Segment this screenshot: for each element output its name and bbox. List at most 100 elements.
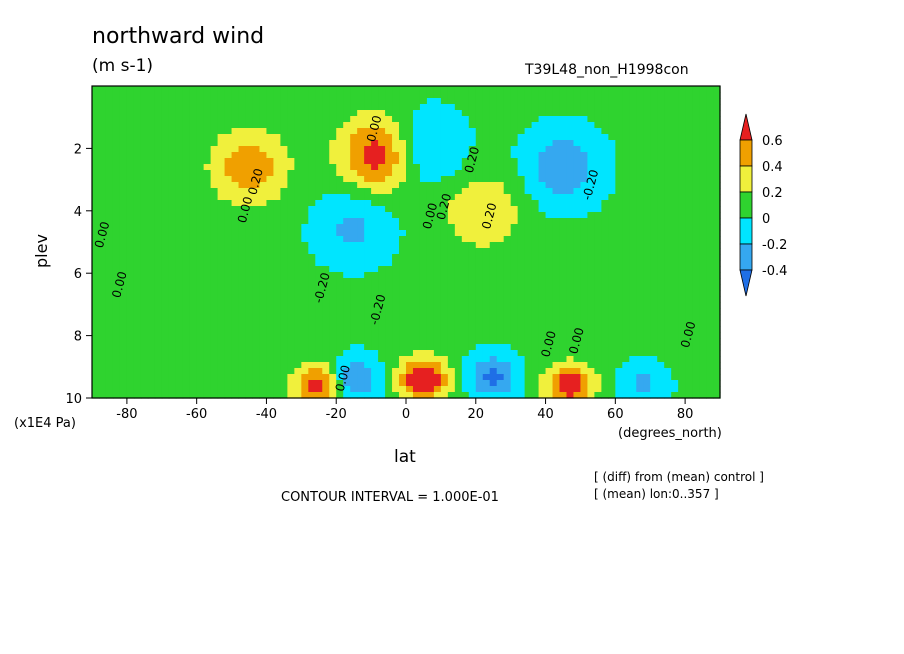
field-cell: [517, 92, 526, 99]
field-cell: [440, 92, 449, 99]
field-cell: [308, 188, 316, 195]
field-cell: [531, 356, 540, 363]
field-cell: [552, 350, 561, 357]
field-cell: [259, 164, 268, 171]
field-cell: [615, 92, 623, 99]
field-cell: [308, 206, 316, 213]
field-cell: [503, 242, 512, 249]
field-cell: [308, 218, 316, 225]
field-cell: [161, 176, 170, 183]
field-cell: [399, 218, 407, 225]
field-cell: [287, 146, 295, 153]
field-cell: [664, 308, 672, 315]
field-cell: [273, 290, 281, 297]
field-cell: [489, 104, 498, 111]
field-cell: [629, 134, 637, 141]
field-cell: [385, 212, 393, 219]
field-cell: [629, 128, 637, 135]
field-cell: [517, 140, 526, 147]
field-cell: [392, 392, 400, 399]
field-cell: [273, 278, 281, 285]
field-cell: [706, 206, 714, 213]
field-cell: [601, 350, 609, 357]
field-cell: [259, 224, 268, 231]
field-cell: [224, 314, 233, 321]
field-cell: [378, 170, 386, 177]
field-cell: [329, 206, 337, 213]
field-cell: [98, 98, 107, 105]
field-cell: [168, 254, 177, 261]
field-cell: [706, 332, 714, 339]
field-cell: [475, 248, 484, 255]
field-cell: [629, 110, 637, 117]
field-cell: [468, 296, 477, 303]
field-cell: [489, 374, 498, 381]
field-cell: [161, 344, 170, 351]
field-cell: [643, 128, 651, 135]
field-cell: [531, 134, 540, 141]
field-cell: [238, 176, 247, 183]
field-cell: [371, 110, 379, 117]
field-cell: [217, 92, 226, 99]
field-cell: [524, 140, 533, 147]
field-cell: [601, 320, 609, 327]
field-cell: [182, 110, 191, 117]
field-cell: [280, 194, 288, 201]
field-cell: [587, 374, 595, 381]
field-cell: [629, 338, 637, 345]
field-cell: [531, 176, 540, 183]
field-cell: [238, 374, 247, 381]
field-cell: [657, 314, 665, 321]
field-cell: [231, 116, 240, 123]
field-cell: [482, 290, 491, 297]
field-cell: [301, 308, 309, 315]
field-cell: [454, 344, 463, 351]
field-cell: [315, 284, 323, 291]
field-cell: [412, 314, 421, 321]
field-cell: [580, 122, 589, 129]
field-cell: [92, 224, 100, 231]
field-cell: [133, 260, 142, 267]
field-cell: [489, 320, 498, 327]
field-cell: [315, 266, 323, 273]
field-cell: [657, 104, 665, 111]
field-cell: [433, 260, 442, 267]
field-cell: [378, 350, 386, 357]
field-cell: [343, 284, 351, 291]
field-cell: [308, 230, 316, 237]
field-cell: [566, 236, 575, 243]
field-cell: [594, 260, 602, 267]
field-cell: [650, 326, 658, 333]
field-cell: [189, 182, 198, 189]
field-cell: [336, 140, 344, 147]
field-cell: [580, 116, 589, 123]
field-cell: [594, 338, 602, 345]
field-cell: [622, 302, 630, 309]
field-cell: [706, 122, 714, 129]
field-cell: [503, 158, 512, 165]
field-cell: [112, 134, 121, 141]
field-cell: [496, 140, 505, 147]
field-cell: [482, 386, 491, 393]
field-cell: [266, 326, 275, 333]
field-cell: [92, 128, 100, 135]
field-cell: [412, 110, 421, 117]
field-cell: [154, 314, 163, 321]
field-cell: [664, 332, 672, 339]
field-cell: [126, 392, 135, 399]
field-cell: [231, 326, 240, 333]
field-cell: [426, 146, 435, 153]
field-cell: [287, 110, 295, 117]
field-cell: [412, 152, 421, 159]
field-cell: [608, 338, 616, 345]
field-cell: [566, 92, 575, 99]
field-cell: [461, 308, 470, 315]
field-cell: [287, 248, 295, 255]
field-cell: [196, 278, 205, 285]
field-cell: [517, 254, 526, 261]
field-cell: [699, 140, 707, 147]
field-cell: [217, 320, 226, 327]
field-cell: [154, 212, 163, 219]
field-cell: [378, 254, 386, 261]
field-cell: [671, 374, 679, 381]
